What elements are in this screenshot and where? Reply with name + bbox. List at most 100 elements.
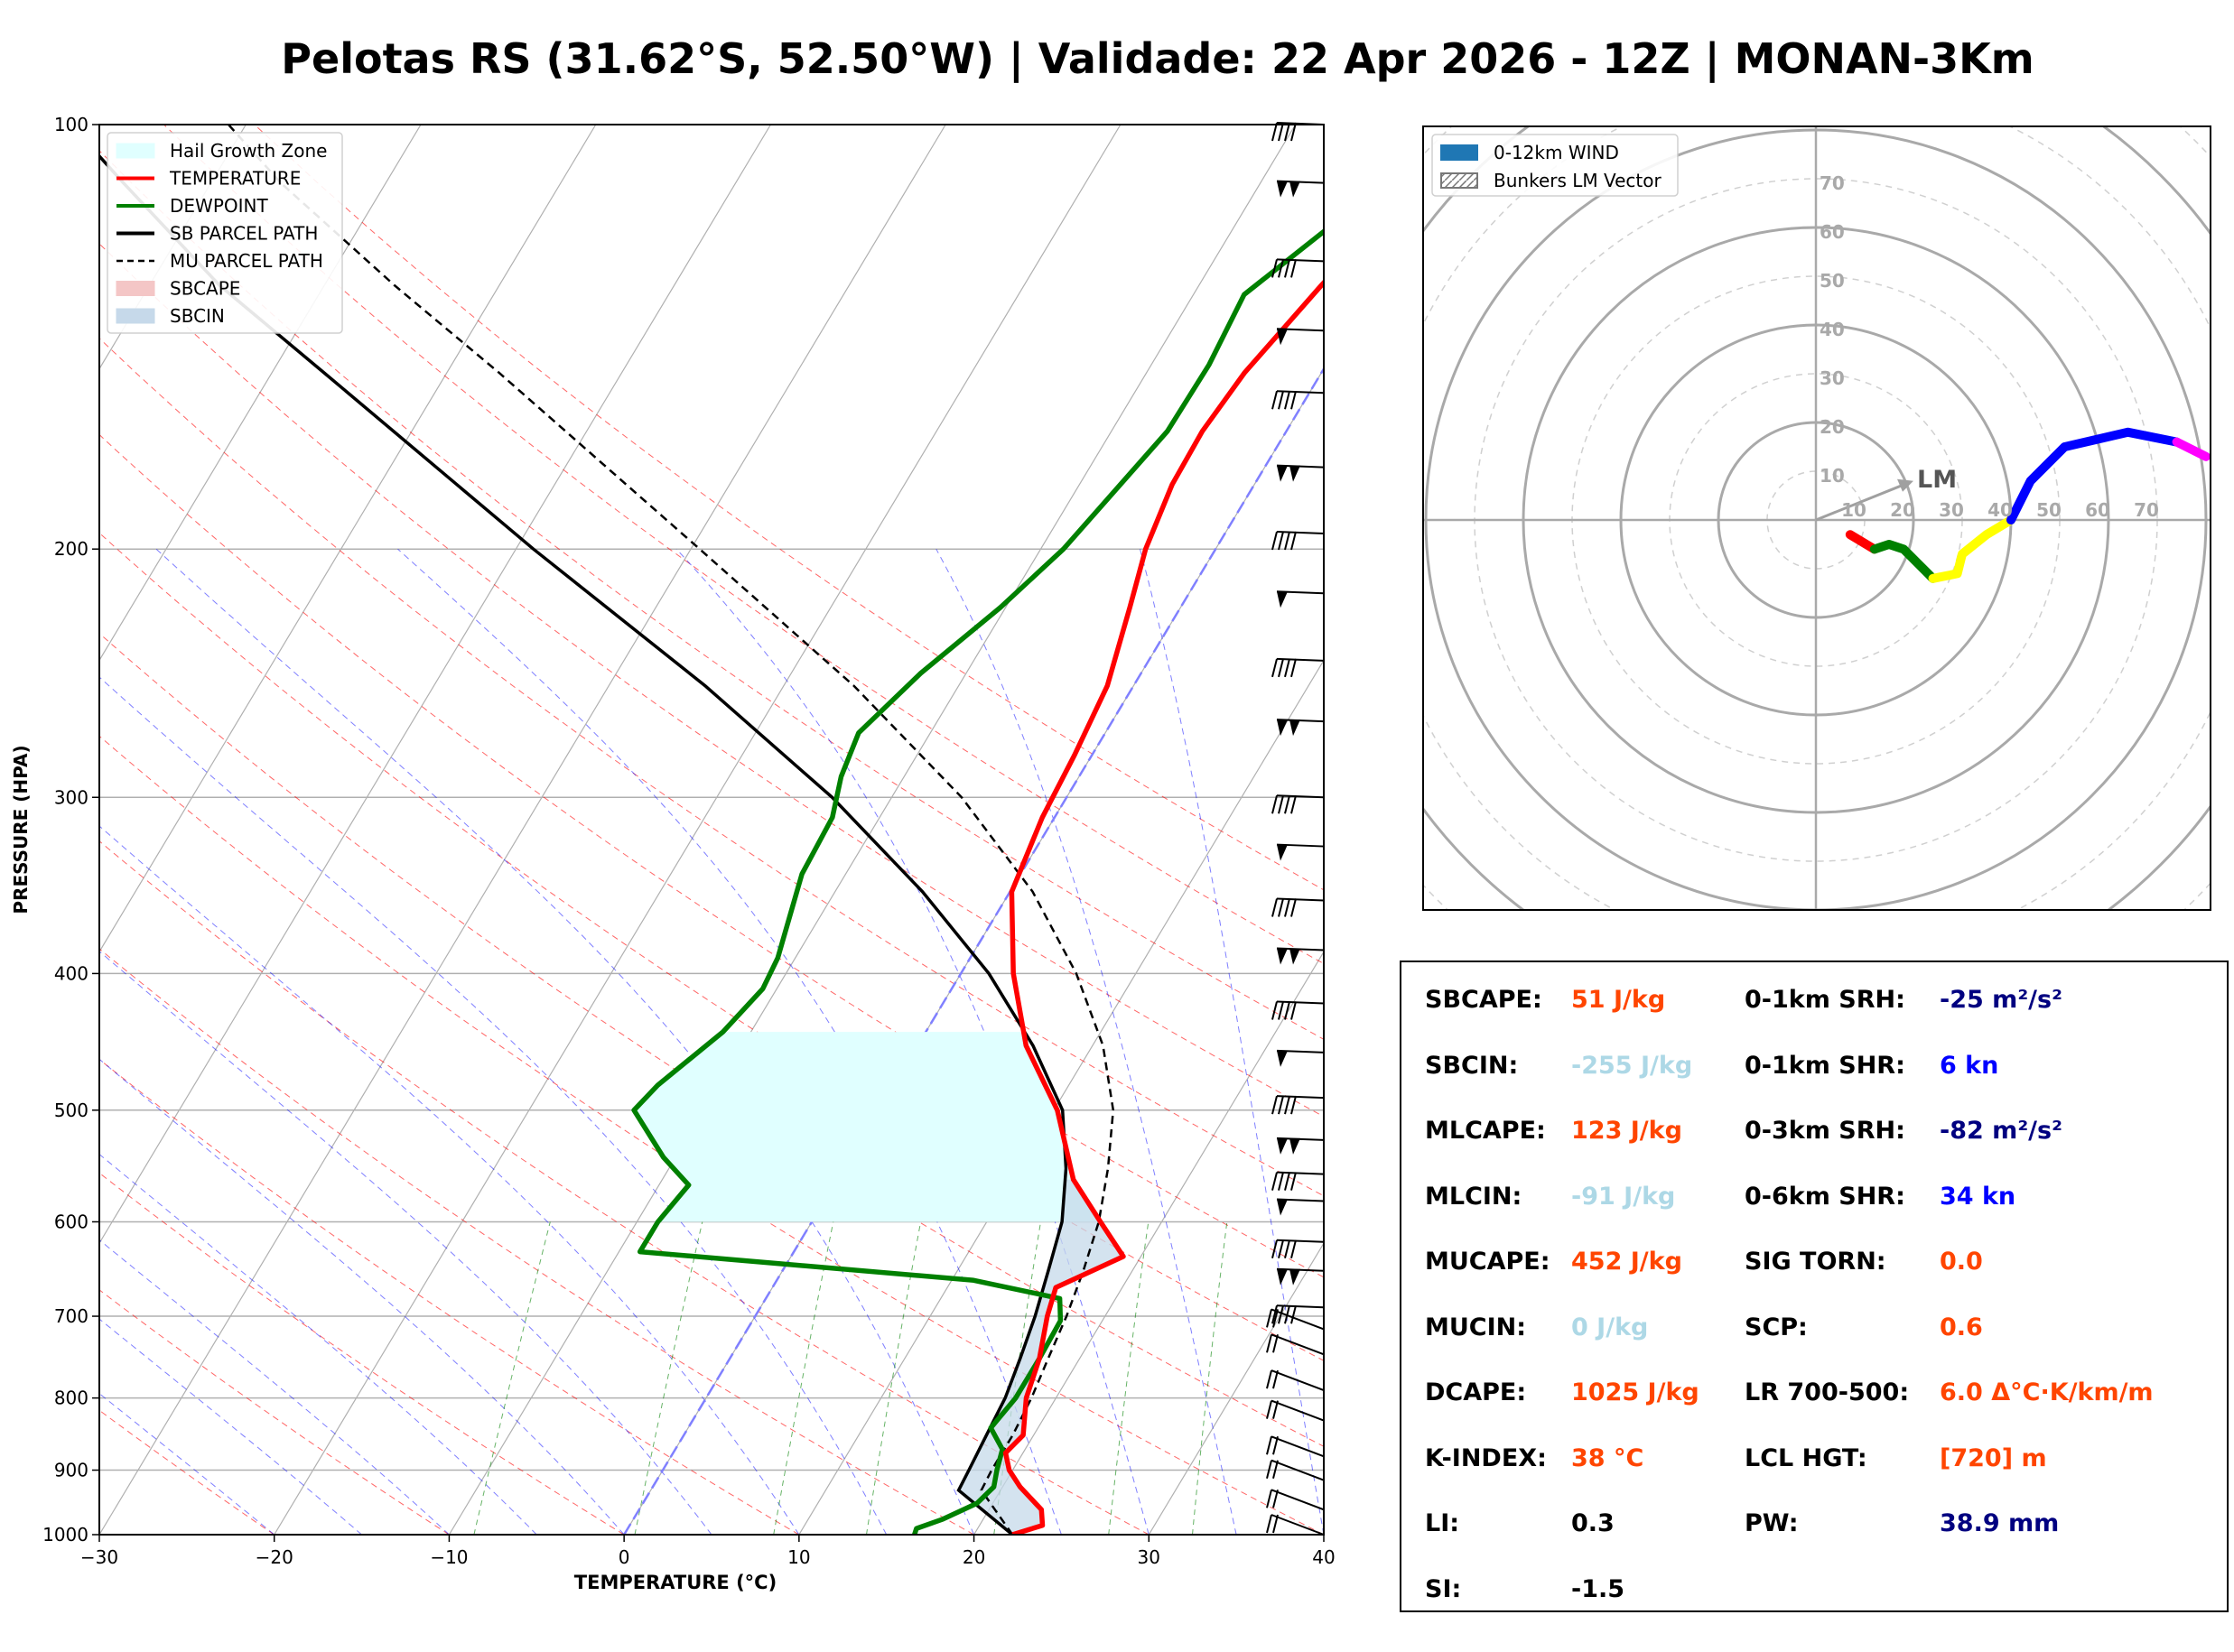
wind-barb-tick bbox=[1271, 898, 1278, 917]
mixing-ratio-line bbox=[1192, 1221, 1228, 1535]
hodograph-segment bbox=[2006, 427, 2182, 524]
hodograph-legend: 0-12km WIND Bunkers LM Vector bbox=[1431, 134, 1679, 197]
wind-barb-tick bbox=[1290, 1172, 1297, 1191]
legend-swatch bbox=[116, 143, 155, 159]
moist-adiabat bbox=[99, 825, 800, 1535]
wind-barb-tick bbox=[1271, 531, 1278, 551]
wind-barb-tick bbox=[1290, 391, 1297, 410]
x-tick-label: 0 bbox=[619, 1546, 630, 1568]
hodograph-plot: LM 10 10 20 20 30 30 40 40 50 50 60 60 70 70 0-12km WIN… bbox=[1422, 125, 2211, 911]
parameter-label: SBCIN: bbox=[1425, 1051, 1519, 1080]
wind-barb bbox=[1266, 1308, 1325, 1331]
wind-barb-tick bbox=[1278, 1172, 1284, 1191]
parameter-label: MUCIN: bbox=[1425, 1313, 1527, 1341]
wind-barb-shaft bbox=[1276, 897, 1325, 902]
bunkers-lm-arrowhead bbox=[1897, 478, 1913, 492]
wind-barb bbox=[1266, 1514, 1325, 1536]
isotherm bbox=[99, 125, 422, 662]
ring-label-h: 60 bbox=[2085, 499, 2110, 521]
wind-barb-flag bbox=[1277, 1268, 1288, 1285]
moist-adiabat bbox=[935, 548, 1237, 1535]
dry-adiabat bbox=[99, 948, 974, 1535]
wind-barb bbox=[1271, 794, 1325, 814]
parameter-value: 0.0 bbox=[1940, 1248, 1983, 1276]
wind-barb bbox=[1276, 1267, 1325, 1285]
mixing-ratio-line bbox=[866, 1221, 922, 1535]
parameter-label: SBCAPE: bbox=[1425, 986, 1542, 1014]
parameter-label: SI: bbox=[1425, 1574, 1462, 1603]
wind-barb bbox=[1276, 947, 1325, 965]
isotherm bbox=[798, 659, 1324, 1535]
wind-barb-tick bbox=[1278, 531, 1284, 551]
wind-barb-tick bbox=[1271, 1239, 1278, 1258]
parameter-label: DCAPE: bbox=[1425, 1378, 1527, 1406]
wind-barb-flag bbox=[1277, 1050, 1288, 1067]
wind-barb-flag bbox=[1277, 181, 1288, 198]
moist-adiabat bbox=[99, 951, 712, 1535]
wind-barb bbox=[1266, 1459, 1325, 1481]
skewt-frame bbox=[98, 124, 1325, 1536]
wind-barb-flag bbox=[1277, 719, 1288, 737]
wind-barb-flag bbox=[1289, 1268, 1300, 1285]
wind-barb-tick bbox=[1272, 1309, 1279, 1328]
hodograph-segment bbox=[1869, 540, 1938, 583]
parameter-label: PW: bbox=[1745, 1509, 1799, 1537]
wind-barb-shaft bbox=[1276, 657, 1325, 662]
x-axis-label: TEMPERATURE (°C) bbox=[574, 1572, 777, 1593]
wind-barb-tick bbox=[1271, 122, 1278, 142]
wind-barb-tick bbox=[1271, 1172, 1278, 1191]
wind-barb-tick bbox=[1278, 391, 1284, 410]
wind-barb-shaft bbox=[1271, 1489, 1325, 1511]
wind-barb-tick bbox=[1271, 658, 1278, 678]
wind-barb bbox=[1276, 1137, 1325, 1155]
wind-barb-shaft bbox=[1276, 1239, 1325, 1243]
x-tick-label: −10 bbox=[430, 1546, 468, 1568]
wind-barb bbox=[1271, 1171, 1325, 1191]
wind-barb-tick bbox=[1272, 1460, 1279, 1479]
hodograph-segment bbox=[2172, 437, 2211, 461]
wind-barb-tick bbox=[1271, 795, 1278, 814]
parameter-value: 6.0 Δ°C·K/km/m bbox=[1940, 1378, 2154, 1406]
hail-growth-zone bbox=[634, 1032, 1101, 1222]
skewt-legend: Hail Growth Zone TEMPERATURE DEWPOINT SB PA… bbox=[107, 132, 343, 334]
wind-barb-tick bbox=[1278, 658, 1284, 678]
wind-barb-tick bbox=[1284, 898, 1290, 917]
wind-barb-tick bbox=[1278, 1305, 1284, 1324]
wind-barb bbox=[1276, 719, 1325, 737]
y-tick-label: 100 bbox=[54, 114, 88, 135]
wind-barb bbox=[1276, 843, 1325, 861]
wind-barb-tick bbox=[1290, 1001, 1297, 1020]
parameter-value: -255 J/kg bbox=[1571, 1051, 1693, 1080]
wind-barb-shaft bbox=[1271, 1399, 1325, 1422]
y-tick-label: 300 bbox=[54, 786, 88, 808]
parameter-value: -91 J/kg bbox=[1571, 1182, 1676, 1211]
wind-barb-tick bbox=[1272, 1334, 1279, 1353]
parameter-label: MLCAPE: bbox=[1425, 1117, 1546, 1145]
wind-barb-tick bbox=[1290, 259, 1297, 278]
legend-swatch bbox=[116, 308, 155, 324]
wind-barb-tick bbox=[1271, 259, 1278, 278]
isotherm bbox=[99, 125, 772, 1245]
isotherm bbox=[99, 125, 597, 953]
parameter-value: 1025 J/kg bbox=[1571, 1378, 1699, 1406]
wind-barb-tick bbox=[1278, 1239, 1284, 1258]
hodograph-segment bbox=[1928, 515, 2015, 583]
ring-label-v: 60 bbox=[1820, 221, 1845, 243]
legend-label: 0-12km WIND bbox=[1494, 142, 1619, 163]
wind-barb-tick bbox=[1271, 1001, 1278, 1020]
x-tick-label: 40 bbox=[1312, 1546, 1335, 1568]
dry-adiabat bbox=[99, 735, 1324, 1535]
ring-label-v: 10 bbox=[1820, 465, 1845, 487]
dry-adiabat bbox=[99, 338, 1324, 1197]
x-tick-label: 30 bbox=[1138, 1546, 1160, 1568]
wind-barb-tick bbox=[1284, 658, 1290, 678]
legend-label: SB PARCEL PATH bbox=[170, 223, 318, 245]
y-tick-label: 400 bbox=[54, 962, 88, 984]
mixing-ratio-line bbox=[634, 1221, 703, 1535]
wind-barb-shaft bbox=[1271, 1435, 1325, 1458]
wind-barb-tick bbox=[1284, 1095, 1290, 1115]
y-tick-label: 800 bbox=[54, 1387, 88, 1409]
legend-swatch bbox=[116, 281, 155, 296]
skewt-plot: −30 −20 −10 0 10 20 30 40 100 200 300 400 500 600 700 8… bbox=[10, 114, 1336, 1593]
